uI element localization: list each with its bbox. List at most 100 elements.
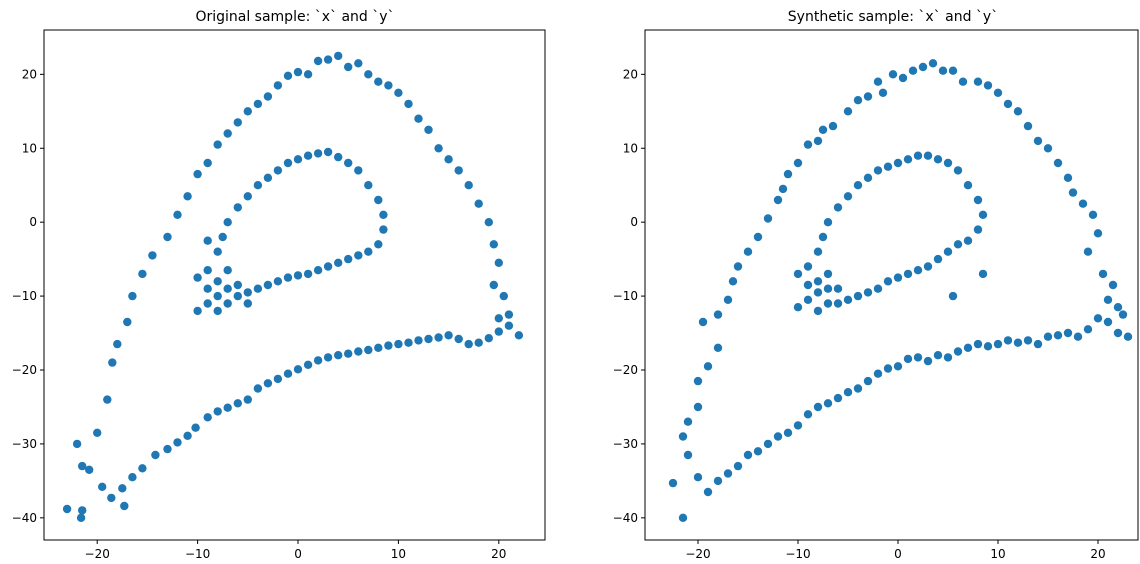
data-point — [833, 203, 843, 212]
data-point — [863, 288, 873, 297]
data-point — [223, 299, 232, 308]
data-point — [494, 258, 503, 267]
data-point — [364, 181, 373, 190]
data-point — [683, 450, 693, 460]
data-point — [191, 423, 200, 432]
data-point — [833, 284, 843, 293]
data-point — [489, 240, 498, 249]
data-point — [728, 277, 738, 286]
data-point — [394, 88, 403, 98]
data-point — [303, 151, 313, 160]
data-point — [85, 465, 94, 474]
plot-original: Original sample: `x` and `y` −20 −10 0 10 20… — [12, 9, 546, 561]
data-point — [243, 107, 252, 116]
data-point — [253, 384, 263, 393]
data-point — [953, 240, 963, 249]
ticks-original: −20 −10 0 10 20 −40 −30 −20 −10 0 10 20 — [12, 67, 507, 561]
data-point — [489, 280, 498, 290]
data-point — [923, 151, 933, 160]
data-point — [203, 284, 212, 293]
data-point — [504, 310, 514, 319]
data-point — [173, 210, 182, 219]
data-point — [404, 338, 413, 347]
data-point — [203, 299, 212, 308]
data-point — [883, 277, 893, 286]
data-point — [903, 155, 913, 164]
data-point — [193, 306, 202, 316]
data-point — [384, 81, 393, 90]
x-tick-label: −10 — [185, 547, 210, 561]
data-point — [183, 431, 192, 440]
data-point — [484, 218, 493, 227]
data-point — [983, 81, 993, 90]
data-point — [893, 158, 903, 168]
data-point — [733, 262, 743, 271]
data-point — [193, 273, 202, 282]
data-point — [918, 62, 928, 72]
data-point — [823, 399, 833, 408]
data-point — [893, 273, 903, 282]
data-point — [303, 360, 313, 369]
data-point — [283, 273, 293, 282]
data-point — [693, 473, 703, 482]
data-point — [1093, 229, 1103, 238]
title-original: Original sample: `x` and `y` — [195, 9, 394, 25]
y-tick-label: 20 — [22, 67, 37, 81]
data-point — [973, 195, 983, 205]
data-point — [783, 428, 793, 437]
data-point — [223, 284, 232, 293]
data-point — [713, 476, 723, 486]
data-point — [993, 339, 1003, 349]
data-point — [354, 347, 363, 356]
data-point — [668, 478, 678, 488]
data-point — [943, 353, 953, 362]
data-point — [713, 310, 723, 319]
data-point — [863, 173, 873, 182]
data-point — [923, 262, 933, 271]
data-point — [993, 88, 1003, 98]
data-point — [384, 341, 393, 350]
data-point — [823, 284, 833, 293]
data-point — [1043, 144, 1053, 153]
data-point — [444, 331, 453, 340]
data-point — [148, 251, 157, 260]
data-point — [424, 125, 433, 134]
data-point — [813, 247, 823, 256]
data-point — [223, 266, 232, 275]
data-point — [233, 118, 242, 127]
data-point — [313, 266, 323, 275]
data-point — [923, 356, 933, 366]
data-point — [793, 303, 803, 312]
data-point — [818, 232, 828, 242]
data-point — [454, 166, 463, 175]
data-point — [813, 136, 823, 146]
data-point — [213, 140, 222, 149]
data-point — [793, 269, 803, 279]
data-point — [233, 203, 242, 212]
y-tick-label: 10 — [623, 141, 638, 155]
y-tick-label: −30 — [613, 437, 638, 451]
data-point — [793, 421, 803, 430]
data-point — [303, 70, 313, 79]
data-point — [1003, 336, 1013, 345]
data-point — [334, 351, 343, 360]
data-point — [933, 351, 943, 360]
x-tick-label: 10 — [391, 547, 406, 561]
data-point — [93, 428, 102, 437]
data-point — [72, 439, 82, 449]
data-point — [928, 59, 938, 68]
data-point — [344, 62, 353, 72]
data-point — [434, 333, 443, 342]
data-point — [978, 210, 988, 219]
data-point — [293, 155, 303, 164]
data-point — [374, 343, 383, 352]
data-point — [833, 393, 843, 403]
data-point — [1083, 247, 1093, 256]
data-point — [933, 155, 943, 164]
data-point — [464, 339, 473, 349]
data-point — [273, 81, 283, 90]
data-point — [203, 266, 212, 275]
data-point — [263, 379, 273, 388]
data-point — [123, 317, 132, 327]
ticks-synthetic: −20 −10 0 10 20 −40 −30 −20 −10 0 10 20 — [613, 67, 1106, 561]
